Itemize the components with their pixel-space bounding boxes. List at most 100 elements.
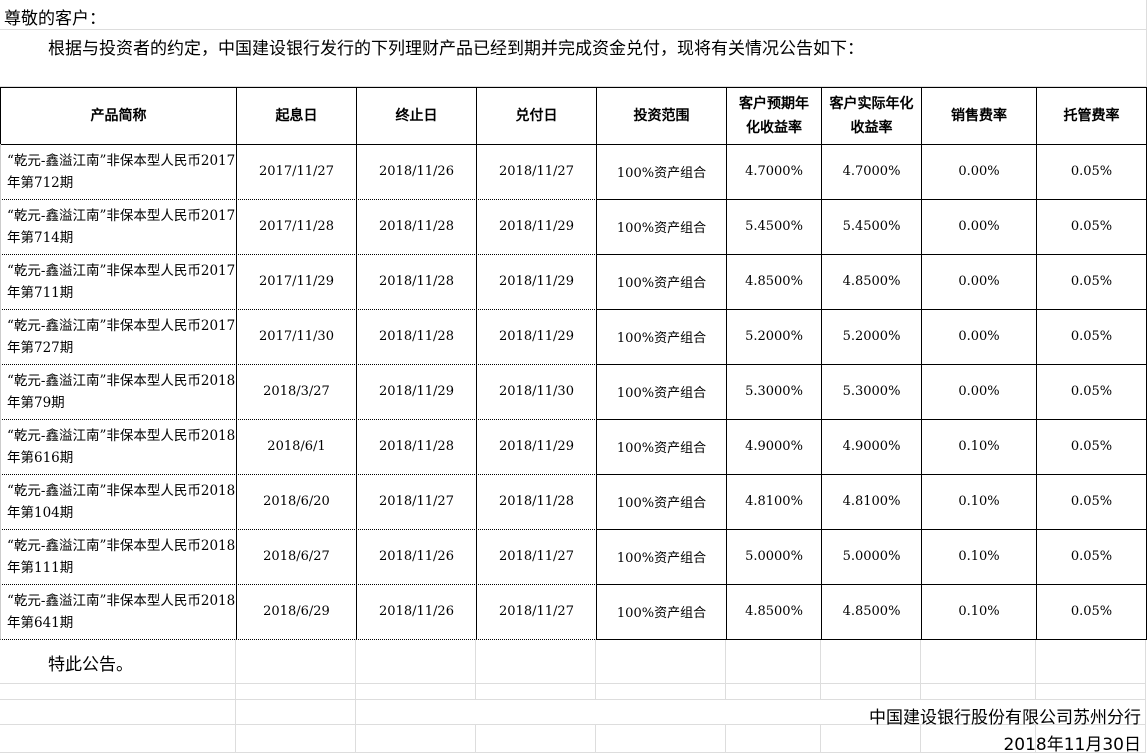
- table-cell: 2017/11/30: [236, 309, 357, 365]
- column-header: 客户预期年化收益率: [726, 87, 822, 145]
- sheet-cell: [0, 684, 236, 700]
- table-cell: 5.2000%: [821, 309, 922, 365]
- table-cell: 2017/11/29: [236, 254, 357, 310]
- sheet-cell: [726, 639, 821, 684]
- sheet-cell: [236, 725, 356, 753]
- table-cell: 5.2000%: [726, 309, 822, 365]
- table-cell: 2018/11/27: [476, 529, 597, 585]
- product-name: “乾元-鑫溢江南”非保本型人民币2017年第727期: [0, 309, 237, 365]
- table-cell: 2018/11/28: [476, 474, 597, 530]
- table-cell: 4.7000%: [821, 144, 922, 200]
- table-cell: 100%资产组合: [596, 419, 727, 475]
- table-cell: 0.05%: [1036, 364, 1147, 420]
- table-cell: 2018/11/28: [356, 309, 477, 365]
- table-cell: 2018/11/26: [356, 144, 477, 200]
- sheet-cell: [821, 639, 921, 684]
- sheet-cell: [0, 725, 236, 753]
- sheet-cell: [596, 725, 726, 753]
- intro-paragraph: 根据与投资者的约定，中国建设银行发行的下列理财产品已经到期并完成资金兑付，现将有…: [48, 39, 864, 59]
- table-cell: 4.8500%: [726, 584, 822, 640]
- table-cell: 100%资产组合: [596, 309, 727, 365]
- product-name: “乾元-鑫溢江南”非保本型人民币2017年第712期: [0, 144, 237, 200]
- table-cell: 0.05%: [1036, 199, 1147, 255]
- table-cell: 2018/6/20: [236, 474, 357, 530]
- table-cell: 5.4500%: [821, 199, 922, 255]
- product-name: “乾元-鑫溢江南”非保本型人民币2018年第104期: [0, 474, 237, 530]
- table-cell: 5.4500%: [726, 199, 822, 255]
- product-name: “乾元-鑫溢江南”非保本型人民币2018年第641期: [0, 584, 237, 640]
- product-name: “乾元-鑫溢江南”非保本型人民币2018年第111期: [0, 529, 237, 585]
- product-name: “乾元-鑫溢江南”非保本型人民币2018年第616期: [0, 419, 237, 475]
- table-cell: 2018/11/29: [356, 364, 477, 420]
- table-cell: 0.10%: [921, 419, 1037, 475]
- sheet-cell: [476, 684, 596, 700]
- sheet-cell: [726, 725, 821, 753]
- table-cell: 0.05%: [1036, 309, 1147, 365]
- table-cell: 4.8500%: [726, 254, 822, 310]
- table-cell: 2018/11/27: [356, 474, 477, 530]
- product-name: “乾元-鑫溢江南”非保本型人民币2017年第714期: [0, 199, 237, 255]
- table-cell: 100%资产组合: [596, 144, 727, 200]
- table-cell: 4.7000%: [726, 144, 822, 200]
- table-cell: 0.00%: [921, 309, 1037, 365]
- table-cell: 2018/6/1: [236, 419, 357, 475]
- column-header: 产品简称: [0, 87, 237, 145]
- column-header: 投资范围: [596, 87, 727, 145]
- table-cell: 0.00%: [921, 144, 1037, 200]
- signature: 中国建设银行股份有限公司苏州分行: [869, 708, 1141, 728]
- sheet-cell: [236, 684, 356, 700]
- sheet-cell: [356, 684, 476, 700]
- product-name: “乾元-鑫溢江南”非保本型人民币2017年第711期: [0, 254, 237, 310]
- sheet-cell: [1036, 639, 1146, 684]
- product-name: “乾元-鑫溢江南”非保本型人民币2018年第79期: [0, 364, 237, 420]
- table-cell: 0.05%: [1036, 419, 1147, 475]
- table-cell: 2018/11/27: [476, 584, 597, 640]
- table-cell: 0.05%: [1036, 529, 1147, 585]
- sheet-cell: [596, 639, 726, 684]
- announcement-date: 2018年11月30日: [1003, 735, 1141, 755]
- table-cell: 4.9000%: [726, 419, 822, 475]
- table-cell: 2018/11/26: [356, 584, 477, 640]
- table-cell: 2018/11/28: [356, 199, 477, 255]
- table-cell: 2018/11/28: [356, 254, 477, 310]
- table-cell: 0.05%: [1036, 254, 1147, 310]
- table-cell: 5.0000%: [726, 529, 822, 585]
- table-cell: 0.00%: [921, 364, 1037, 420]
- sheet-cell: [476, 725, 596, 753]
- table-cell: 5.3000%: [726, 364, 822, 420]
- table-cell: 0.10%: [921, 584, 1037, 640]
- sheet-row: [0, 0, 1147, 30]
- sheet-cell: [921, 639, 1036, 684]
- table-cell: 100%资产组合: [596, 529, 727, 585]
- sheet-cell: [821, 684, 921, 700]
- table-cell: 2018/6/29: [236, 584, 357, 640]
- table-cell: 100%资产组合: [596, 474, 727, 530]
- table-cell: 2018/11/29: [476, 419, 597, 475]
- column-header: 起息日: [236, 87, 357, 145]
- column-header: 销售费率: [921, 87, 1037, 145]
- table-cell: 4.8100%: [821, 474, 922, 530]
- sheet-cell: [726, 684, 821, 700]
- table-cell: 2017/11/28: [236, 199, 357, 255]
- sheet-cell: [236, 639, 356, 684]
- table-cell: 2018/11/26: [356, 529, 477, 585]
- table-cell: 4.9000%: [821, 419, 922, 475]
- table-cell: 0.00%: [921, 199, 1037, 255]
- column-header: 兑付日: [476, 87, 597, 145]
- table-cell: 5.0000%: [821, 529, 922, 585]
- sheet-cell: [0, 700, 236, 725]
- table-cell: 0.05%: [1036, 144, 1147, 200]
- table-cell: 100%资产组合: [596, 364, 727, 420]
- table-cell: 2018/11/29: [476, 254, 597, 310]
- column-header: 托管费率: [1036, 87, 1147, 145]
- table-cell: 4.8500%: [821, 254, 922, 310]
- greeting: 尊敬的客户：: [4, 9, 106, 29]
- table-cell: 2018/11/27: [476, 144, 597, 200]
- sheet-cell: [921, 684, 1036, 700]
- table-cell: 4.8100%: [726, 474, 822, 530]
- sheet-cell: [0, 639, 236, 684]
- table-cell: 100%资产组合: [596, 254, 727, 310]
- sheet-cell: [1036, 684, 1146, 700]
- table-cell: 0.10%: [921, 474, 1037, 530]
- table-cell: 100%资产组合: [596, 199, 727, 255]
